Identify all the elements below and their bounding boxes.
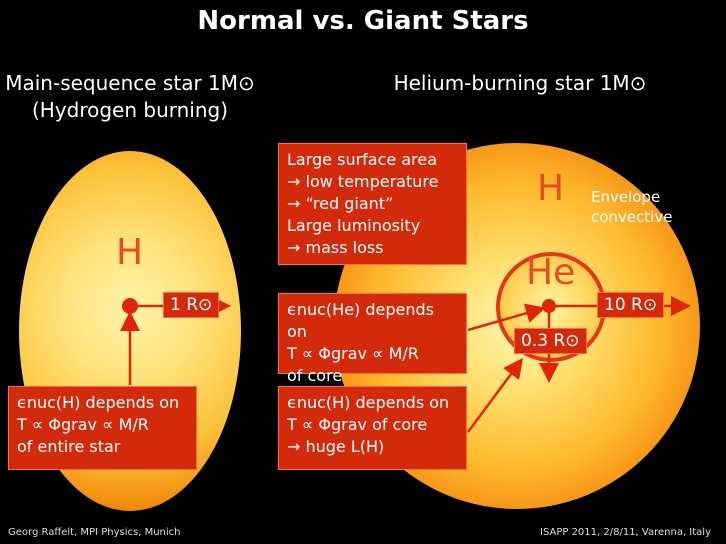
nuc-h-right-box: ϵnuc(H) depends on T ∝ Φgrav of core → h… bbox=[278, 386, 467, 470]
nuc-h-left-box: ϵnuc(H) depends on T ∝ Φgrav ∝ M/R of en… bbox=[8, 386, 197, 470]
pointer-arrow-h-right bbox=[466, 357, 523, 433]
center-dot-right bbox=[542, 299, 556, 313]
left-heading-line1: Main-sequence star 1M⊙ bbox=[5, 71, 255, 95]
box-line: ϵnuc(H) depends on bbox=[17, 393, 180, 412]
box-line: ϵnuc(He) depends on bbox=[287, 300, 434, 341]
slide-title: Normal vs. Giant Stars bbox=[197, 6, 529, 36]
box-line: Large luminosity bbox=[287, 216, 421, 235]
left-heading-line2: (Hydrogen burning) bbox=[31, 98, 229, 122]
box-line: → low temperature bbox=[287, 172, 439, 191]
hydrogen-label-right: H bbox=[537, 168, 565, 209]
box-line: of entire star bbox=[17, 437, 121, 456]
box-line: Large surface area bbox=[287, 150, 437, 169]
box-line: → “red giant” bbox=[287, 194, 394, 213]
radius-label-left: 1 R⊙ bbox=[163, 292, 220, 318]
pointer-arrow-he bbox=[467, 303, 546, 332]
center-dot-left bbox=[122, 298, 138, 314]
box-line: T ∝ Φgrav of core bbox=[287, 415, 428, 434]
red-giant-box: Large surface area → low temperature → “… bbox=[278, 143, 467, 265]
helium-label: He bbox=[526, 252, 576, 293]
box-line: T ∝ Φgrav ∝ M/R bbox=[17, 415, 149, 434]
footer-right: ISAPP 2011, 2/8/11, Varenna, Italy bbox=[540, 527, 712, 538]
right-heading: Helium-burning star 1M⊙ bbox=[393, 71, 647, 95]
radius-label-core: 0.3 R⊙ bbox=[514, 328, 587, 354]
box-line: T ∝ Φgrav ∝ M/R bbox=[287, 344, 419, 363]
envelope-label: Envelope convective bbox=[591, 188, 673, 226]
box-line: of core bbox=[287, 366, 343, 385]
hydrogen-label-left: H bbox=[116, 232, 144, 273]
box-line: → huge L(H) bbox=[287, 437, 385, 456]
radius-label-right: 10 R⊙ bbox=[597, 292, 665, 318]
nuc-he-box: ϵnuc(He) depends on T ∝ Φgrav ∝ M/R of c… bbox=[278, 293, 467, 385]
left-heading: Main-sequence star 1M⊙ (Hydrogen burning… bbox=[0, 70, 260, 124]
footer-left: Georg Raffelt, MPI Physics, Munich bbox=[8, 527, 181, 538]
box-line: ϵnuc(H) depends on bbox=[287, 393, 450, 412]
box-line: → mass loss bbox=[287, 238, 384, 257]
